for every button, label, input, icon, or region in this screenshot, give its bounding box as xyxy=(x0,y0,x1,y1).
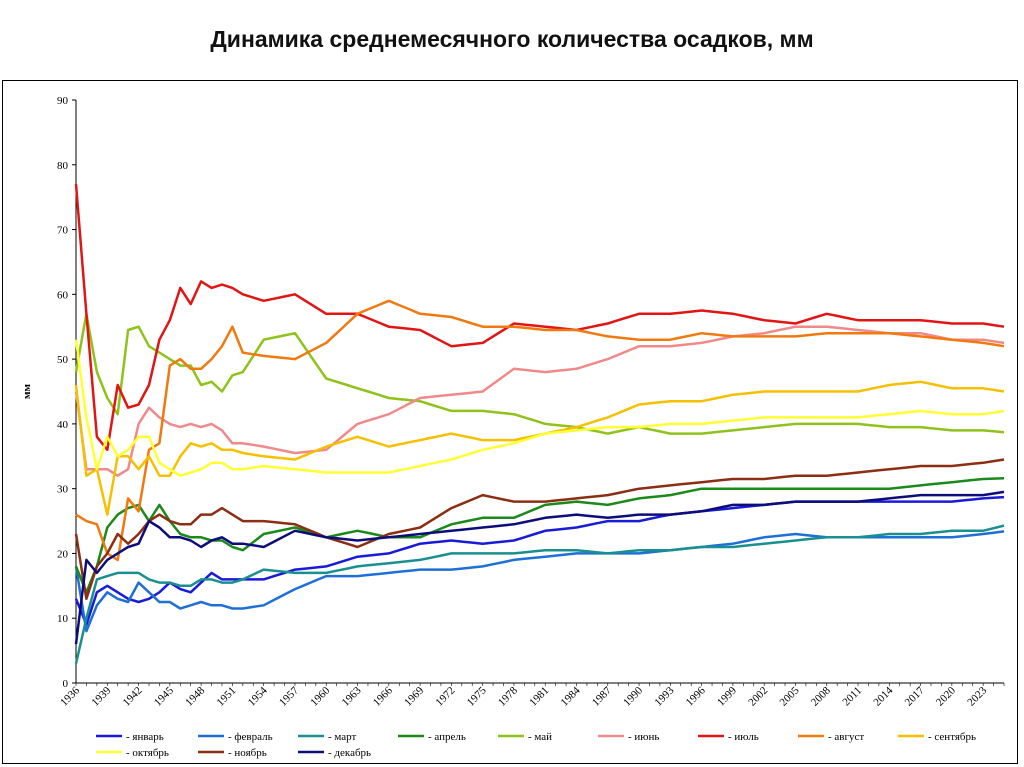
x-tick-label: 1960 xyxy=(308,684,332,708)
series-line-август xyxy=(75,299,1005,562)
series-line-сентябрь xyxy=(74,380,1005,516)
series-line-декабрь xyxy=(74,490,1005,645)
y-axis-label: мм xyxy=(21,384,33,399)
x-tick-label: 2020 xyxy=(934,684,958,708)
x-tick-label: 2017 xyxy=(903,684,927,708)
x-tick-label: 1939 xyxy=(89,684,113,708)
legend-label-сентябрь: - сентябрь xyxy=(928,731,976,743)
y-tick-label: 0 xyxy=(63,678,69,690)
legend-label-январь: - январь xyxy=(126,731,164,743)
legend-label-март: - март xyxy=(328,731,357,743)
legend-label-декабрь: - декабрь xyxy=(328,747,371,759)
y-tick-label: 20 xyxy=(57,548,69,560)
series-line-ноябрь xyxy=(74,458,1005,601)
y-tick-label: 60 xyxy=(57,289,69,301)
x-tick-label: 2005 xyxy=(778,684,802,708)
chart-frame xyxy=(2,80,1018,764)
x-tick-label: 1978 xyxy=(496,684,520,708)
x-tick-label: 1963 xyxy=(340,684,364,708)
x-tick-label: 2023 xyxy=(965,684,989,708)
y-tick-label: 10 xyxy=(57,613,69,625)
x-tick-label: 1948 xyxy=(183,684,207,708)
series-line-май xyxy=(74,312,1005,435)
x-tick-label: 1957 xyxy=(277,684,301,708)
x-tick-label: 2014 xyxy=(871,684,895,708)
x-tick-label: 1993 xyxy=(652,684,676,708)
legend-label-апрель: - апрель xyxy=(428,731,466,743)
x-tick-label: 1945 xyxy=(152,684,176,708)
y-tick-label: 90 xyxy=(57,95,69,107)
x-tick-label: 1972 xyxy=(433,685,457,709)
series-line-июнь xyxy=(74,325,1005,477)
x-tick-label: 2011 xyxy=(840,685,864,709)
y-tick-label: 80 xyxy=(57,160,69,172)
x-tick-label: 1990 xyxy=(621,684,645,708)
x-tick-label: 1981 xyxy=(527,685,551,709)
legend-label-июнь: - июнь xyxy=(628,731,659,743)
legend-label-февраль: - февраль xyxy=(228,731,273,743)
legend-label-май: - май xyxy=(528,731,552,743)
y-tick-label: 50 xyxy=(57,354,69,366)
x-tick-label: 1987 xyxy=(590,684,614,708)
x-tick-label: 2002 xyxy=(746,685,770,709)
x-tick-label: 1942 xyxy=(121,685,145,709)
series-line-июль xyxy=(74,184,1005,452)
y-tick-label: 70 xyxy=(57,225,69,237)
x-tick-label: 1954 xyxy=(246,684,270,708)
legend-label-август: - август xyxy=(828,731,864,743)
legend-label-ноябрь: - ноябрь xyxy=(228,747,267,759)
x-tick-label: 1975 xyxy=(465,684,489,708)
x-tick-label: 1984 xyxy=(559,684,583,708)
x-tick-label: 1999 xyxy=(715,684,739,708)
legend-label-июль: - июль xyxy=(728,731,759,743)
y-tick-label: 30 xyxy=(57,484,69,496)
series-line-март xyxy=(74,524,1005,664)
x-tick-label: 1969 xyxy=(402,684,426,708)
y-tick-label: 40 xyxy=(57,419,69,431)
x-tick-label: 1996 xyxy=(684,684,708,708)
series-line-октябрь xyxy=(74,339,1005,477)
x-tick-label: 1951 xyxy=(214,685,238,709)
chart-title: Динамика среднемесячного количества осад… xyxy=(210,26,814,52)
series-line-апрель xyxy=(74,477,1005,594)
x-tick-label: 2008 xyxy=(809,684,833,708)
x-tick-label: 1966 xyxy=(371,684,395,708)
legend-label-октябрь: - октябрь xyxy=(126,747,169,759)
